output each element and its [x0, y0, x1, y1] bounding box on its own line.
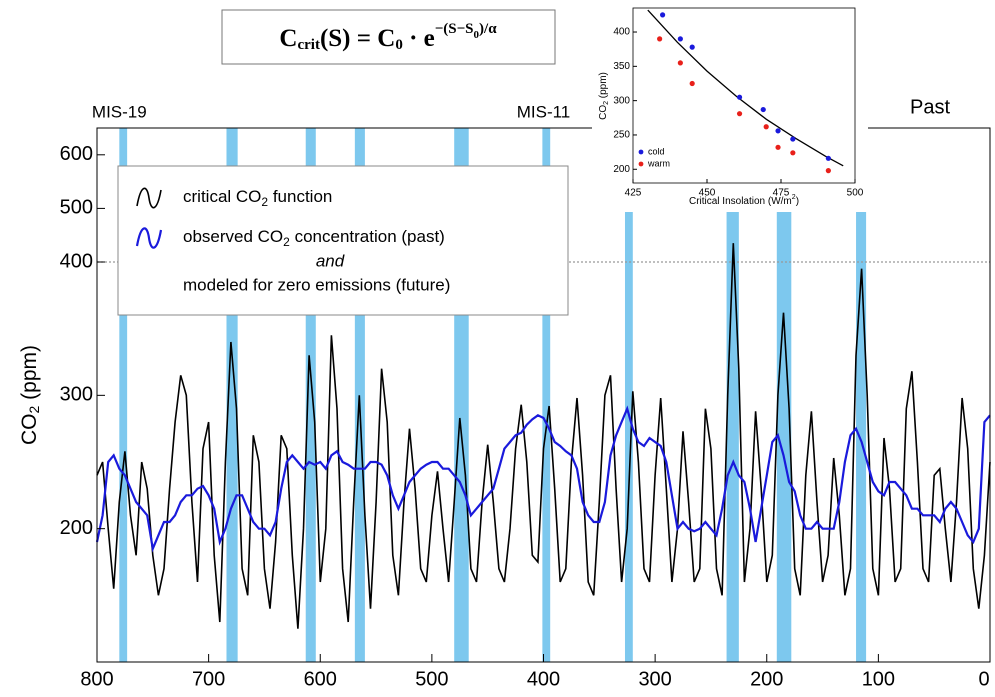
x-tick-label: 500: [415, 668, 448, 690]
inset-point: [775, 144, 781, 150]
inset-point: [790, 150, 796, 156]
inset-x-tick-label: 500: [847, 188, 864, 199]
y-axis-label-part: CO: [18, 413, 41, 445]
inset-x-label-part: 2: [792, 194, 796, 201]
corner-label: Past: [910, 96, 950, 118]
legend-glyph: [135, 227, 163, 249]
legend-glyph: [136, 187, 162, 209]
annotation: MIS-19: [92, 102, 147, 121]
inset-point: [689, 44, 695, 50]
series-line: [96, 243, 991, 629]
formula-part: (S) = C: [320, 25, 395, 52]
interglacial-band: [305, 128, 316, 662]
x-tick-label: 400: [527, 668, 560, 690]
annotation: MIS-11: [517, 102, 571, 121]
inset-y-tick-label: 350: [613, 61, 630, 72]
inset-y-tick-label: 250: [613, 130, 630, 141]
y-tick-label: 500: [60, 197, 93, 219]
formula: Ccrit(S) = C0 · e−(S−S0)/α: [279, 21, 497, 53]
inset-legend-marker: [638, 149, 644, 155]
y-tick-label: 200: [60, 517, 93, 539]
y-tick-label: 300: [60, 384, 93, 406]
inset-x-tick-label: 450: [699, 188, 716, 199]
inset-point: [825, 168, 831, 174]
formula-box: [221, 9, 556, 65]
interglacial-band: [119, 128, 128, 662]
inset-legend-label: warm: [647, 158, 670, 168]
legend-label-part: concentration (past): [290, 227, 445, 246]
inset-x-tick-label: 475: [773, 188, 790, 199]
legend-label: observed CO2 concentration (past): [183, 227, 445, 249]
inset-x-label-part: Critical Insolation (W/m: [689, 196, 792, 207]
formula-part: −(S−S: [435, 21, 474, 37]
legend-box: [117, 165, 569, 316]
inset-y-label: CO2 (ppm): [598, 72, 610, 120]
inset-x-label: Critical Insolation (W/m2): [689, 194, 799, 207]
inset-y-tick-label: 200: [613, 164, 630, 175]
inset-y-label-part: 2: [603, 101, 610, 105]
y-axis-label: CO2 (ppm): [18, 345, 42, 445]
inset-point: [760, 106, 766, 113]
formula-part: C: [279, 25, 297, 52]
inset-point: [736, 111, 743, 117]
legend-label: critical CO2 function: [183, 187, 332, 209]
x-tick-label: 200: [750, 668, 783, 690]
inset-point: [825, 155, 831, 161]
inset-y-tick-label: 400: [613, 27, 630, 38]
formula-part: )/α: [479, 21, 497, 37]
inset-point: [736, 94, 743, 100]
inset-point: [689, 80, 695, 87]
fit-line: [647, 9, 844, 167]
inset-legend-label: cold: [648, 146, 665, 156]
inset-y-label-part: (ppm): [598, 72, 609, 101]
inset-legend-marker: [638, 161, 644, 167]
inset-point: [677, 60, 683, 66]
interglacial-band: [542, 128, 551, 662]
inset-point: [677, 36, 683, 42]
legend-label-part: observed CO: [183, 227, 283, 246]
inset-point: [775, 128, 781, 134]
y-axis-label-part: 2: [26, 405, 42, 413]
legend-label-part: 2: [261, 195, 268, 209]
y-axis-label-part: (ppm): [18, 345, 41, 406]
inset-y-tick-label: 300: [613, 95, 630, 106]
inset-point: [790, 136, 796, 142]
formula-part: 0: [395, 37, 403, 53]
x-tick-label: 600: [304, 668, 337, 690]
x-tick-label: 100: [862, 668, 895, 690]
y-tick-label: 400: [60, 250, 93, 272]
interglacial-band: [624, 128, 633, 662]
x-tick-label: 800: [80, 668, 113, 690]
inset-x-label-part: ): [796, 196, 799, 207]
legend-label: modeled for zero emissions (future): [183, 275, 450, 294]
interglacial-band: [776, 128, 792, 662]
formula-part: · e: [403, 25, 435, 52]
formula-part: 0: [474, 29, 480, 41]
series-line: [95, 405, 991, 553]
x-tick-label: 300: [638, 668, 671, 690]
legend-label-part: 2: [283, 235, 290, 249]
inset-point: [763, 124, 769, 130]
inset-x-tick-label: 425: [625, 188, 642, 199]
x-tick-label: 0: [978, 668, 989, 690]
formula-part: crit: [297, 37, 319, 53]
x-tick-label: 700: [192, 668, 225, 690]
inset-frame: [632, 7, 856, 184]
legend-label: and: [316, 251, 345, 270]
interglacial-band: [226, 128, 238, 662]
inset-y-label-part: CO: [598, 105, 609, 120]
interglacial-band: [856, 128, 867, 662]
inset-background: [592, 2, 868, 212]
legend-label-part: function: [268, 187, 332, 206]
inset-point: [660, 12, 666, 18]
interglacial-band: [354, 128, 365, 662]
legend-label-part: critical CO: [183, 187, 261, 206]
inset-point: [657, 36, 663, 42]
y-tick-label: 600: [60, 143, 93, 165]
